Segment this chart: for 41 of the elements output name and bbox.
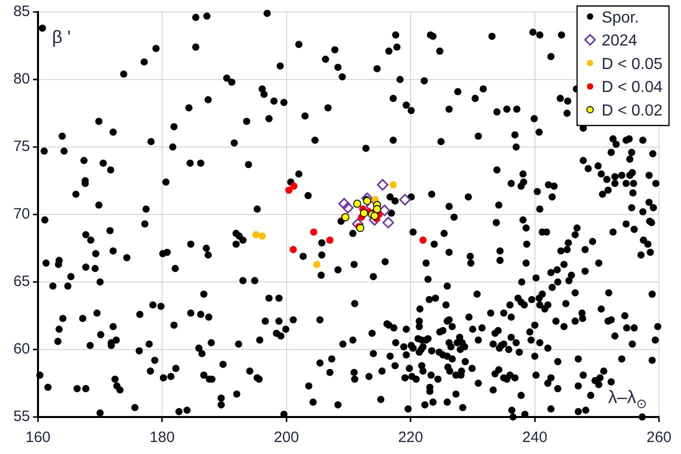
point	[310, 228, 318, 236]
point	[352, 218, 364, 230]
point	[378, 204, 390, 216]
point	[370, 212, 379, 220]
point	[290, 246, 297, 254]
point	[382, 216, 394, 228]
point	[313, 260, 320, 268]
point	[419, 236, 427, 244]
point	[338, 198, 350, 210]
point	[390, 181, 397, 188]
y-tick-label: 80	[13, 70, 30, 88]
legend-label: D < 0.05	[602, 56, 663, 73]
y-tick-label: 65	[13, 273, 30, 290]
legend-label: D < 0.02	[602, 102, 663, 120]
y-tick-label: 70	[13, 206, 30, 223]
x-tick-label: 260	[646, 429, 672, 446]
y-axis-title: β '	[52, 27, 71, 47]
point	[360, 209, 368, 218]
x-tick-label: 240	[522, 429, 548, 446]
point	[342, 202, 354, 214]
legend-label: D < 0.04	[602, 79, 663, 96]
point	[353, 200, 362, 208]
x-tick-label: 220	[398, 429, 424, 446]
point	[376, 179, 388, 191]
legend-label: Spor.	[602, 9, 639, 26]
point	[373, 205, 382, 214]
point	[399, 194, 411, 206]
x-axis-title: λ–λ⊙	[608, 387, 648, 412]
y-tick-label: 85	[13, 3, 30, 20]
point	[326, 236, 334, 244]
x-tick-label: 160	[25, 429, 51, 446]
y-tick-label: 75	[13, 138, 30, 156]
legend-label: 2024	[602, 32, 638, 50]
point	[258, 232, 266, 240]
point	[252, 231, 260, 238]
x-tick-label: 200	[274, 429, 299, 446]
x-tick-label: 180	[150, 429, 175, 446]
y-tick-label: 55	[13, 408, 30, 426]
y-tick-label: 60	[13, 340, 30, 358]
point	[290, 182, 298, 190]
point	[285, 186, 292, 194]
